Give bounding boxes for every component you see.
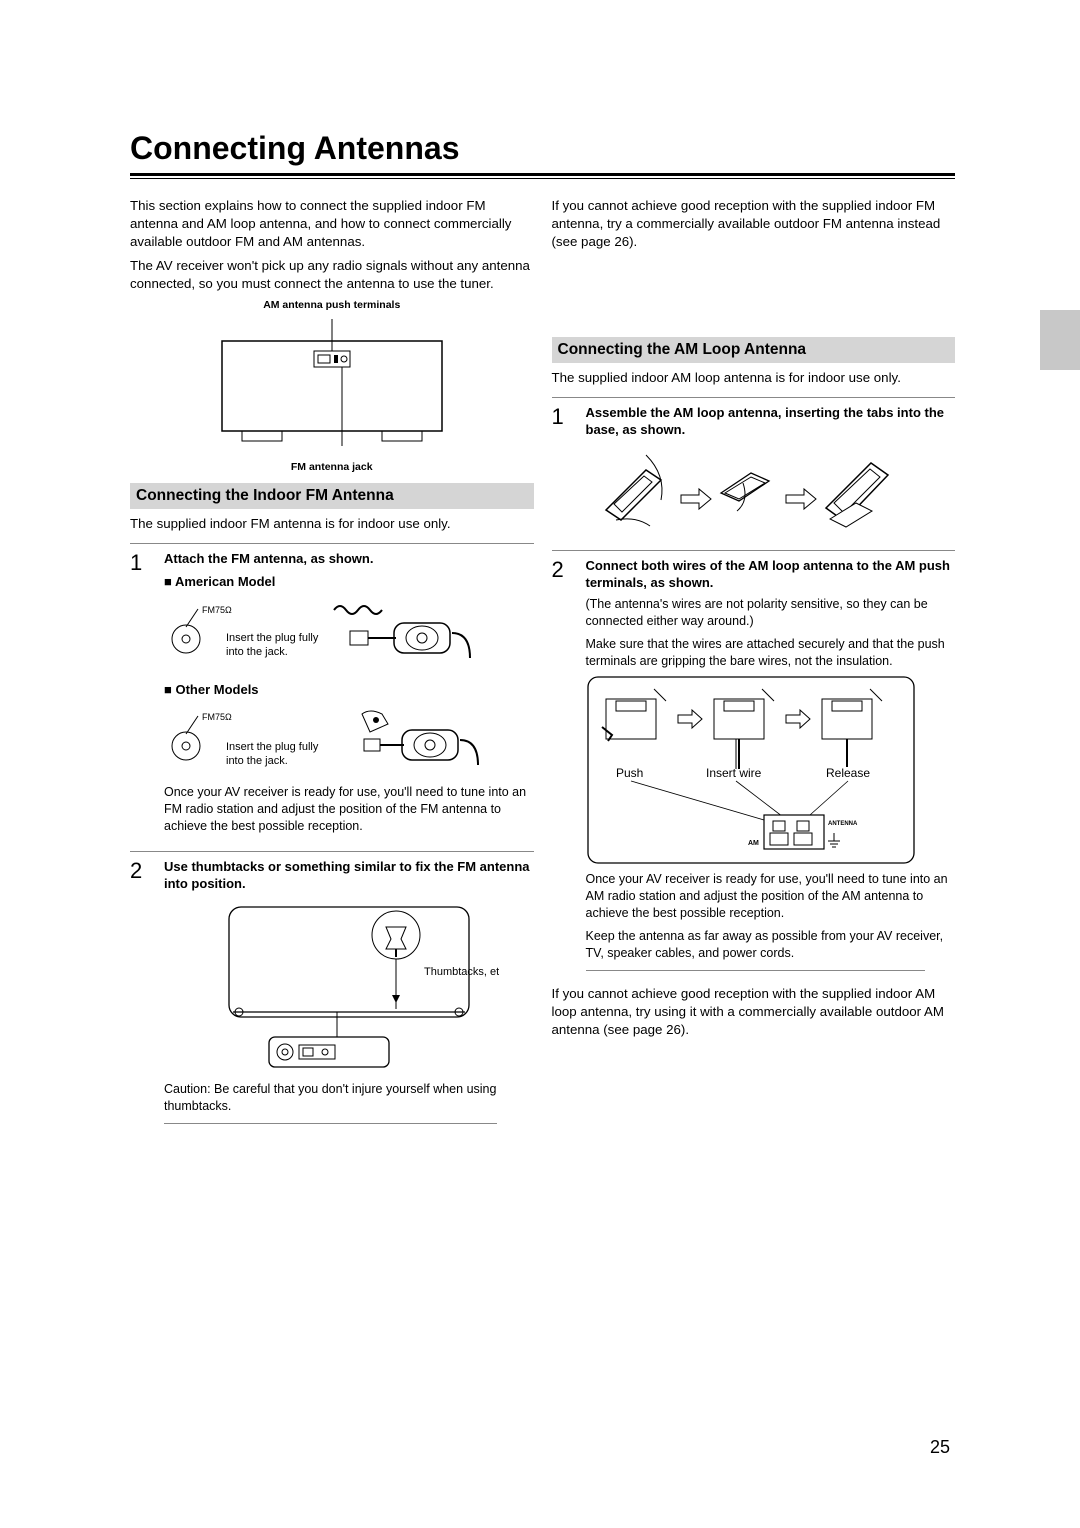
fm-sub-other-label: Other Models xyxy=(175,682,258,697)
fm-step-2: 2 Use thumbtacks or something similar to… xyxy=(130,851,534,1132)
columns: This section explains how to connect the… xyxy=(130,197,955,1132)
title-rule-thin xyxy=(130,178,955,179)
fm-step2-caution: Caution: Be careful that you don't injur… xyxy=(164,1081,534,1115)
spacer xyxy=(552,257,956,327)
am-end-rule xyxy=(586,970,926,971)
fm75-label-2: FM75Ω xyxy=(202,712,232,722)
svg-text:Thumbtacks, etc.: Thumbtacks, etc. xyxy=(424,966,499,978)
fm-heading: Connecting the Indoor FM Antenna xyxy=(130,483,534,509)
svg-text:into the jack.: into the jack. xyxy=(226,646,288,658)
fm-sub-other: ■ Other Models xyxy=(164,681,534,699)
page-title: Connecting Antennas xyxy=(130,130,955,167)
fm-american-svg: FM75Ω Insert the plug fully into the jac… xyxy=(164,595,484,675)
fm-step1-body: Attach the FM antenna, as shown. ■ Ameri… xyxy=(164,550,534,841)
am-step2-note1: (The antenna's wires are not polarity se… xyxy=(586,596,956,630)
svg-text:ANTENNA: ANTENNA xyxy=(828,821,858,827)
intro-p1: This section explains how to connect the… xyxy=(130,197,534,251)
fm-end-rule xyxy=(164,1123,497,1124)
am-step-2: 2 Connect both wires of the AM loop ante… xyxy=(552,550,956,979)
am-step2-num: 2 xyxy=(552,557,574,979)
label-push: Push xyxy=(616,766,643,780)
am-step2-note2: Make sure that the wires are attached se… xyxy=(586,636,956,670)
fm75-label-1: FM75Ω xyxy=(202,605,232,615)
fm-step2-num: 2 xyxy=(130,858,152,1132)
receiver-back-svg xyxy=(202,311,462,461)
fm-other-svg: FM75Ω Insert the plug fully into the jac… xyxy=(164,702,484,784)
fm-sub-american-label: American Model xyxy=(175,574,275,589)
am-intro: The supplied indoor AM loop antenna is f… xyxy=(552,369,956,387)
fm-sub-american: ■ American Model xyxy=(164,573,534,591)
intro-p2: The AV receiver won't pick up any radio … xyxy=(130,257,534,293)
am-assemble-svg xyxy=(586,445,906,540)
label-release: Release xyxy=(826,766,870,780)
fm-thumbtack-svg: Thumbtacks, etc. xyxy=(199,897,499,1077)
am-step2-body: Connect both wires of the AM loop antenn… xyxy=(586,557,956,979)
am-step2-title: Connect both wires of the AM loop antenn… xyxy=(586,558,950,591)
label-fm-jack: FM antenna jack xyxy=(202,461,462,473)
am-step1-body: Assemble the AM loop antenna, inserting … xyxy=(586,404,956,540)
fm-step-1: 1 Attach the FM antenna, as shown. ■ Ame… xyxy=(130,543,534,841)
figure-receiver-back: AM antenna push terminals xyxy=(202,299,462,473)
fm-step1-after: Once your AV receiver is ready for use, … xyxy=(164,784,534,835)
page-number: 25 xyxy=(930,1437,950,1458)
fm-step1-num: 1 xyxy=(130,550,152,841)
am-step1-title: Assemble the AM loop antenna, inserting … xyxy=(586,405,945,438)
left-column: This section explains how to connect the… xyxy=(130,197,534,1132)
svg-text:AM: AM xyxy=(748,840,759,847)
page-body: Connecting Antennas This section explain… xyxy=(0,0,1080,1192)
svg-text:into the jack.: into the jack. xyxy=(226,755,288,767)
label-insert: Insert wire xyxy=(706,766,762,780)
am-step-1: 1 Assemble the AM loop antenna, insertin… xyxy=(552,397,956,540)
am-outro: If you cannot achieve good reception wit… xyxy=(552,985,956,1039)
fm-step2-body: Use thumbtacks or something similar to f… xyxy=(164,858,534,1132)
am-terminals-svg: Push Insert wire Release xyxy=(586,675,916,865)
svg-text:Insert the plug fully: Insert the plug fully xyxy=(226,741,319,753)
fm-intro: The supplied indoor FM antenna is for in… xyxy=(130,515,534,533)
am-step2-after1: Once your AV receiver is ready for use, … xyxy=(586,871,956,922)
am-step1-num: 1 xyxy=(552,404,574,540)
intro-p3: If you cannot achieve good reception wit… xyxy=(552,197,956,251)
am-step2-after2: Keep the antenna as far away as possible… xyxy=(586,928,956,962)
title-rule-thick xyxy=(130,173,955,176)
am-heading: Connecting the AM Loop Antenna xyxy=(552,337,956,363)
right-column: If you cannot achieve good reception wit… xyxy=(552,197,956,1132)
svg-text:Insert the plug fully: Insert the plug fully xyxy=(226,632,319,644)
fm-step2-title: Use thumbtacks or something similar to f… xyxy=(164,859,530,892)
fm-step1-title: Attach the FM antenna, as shown. xyxy=(164,551,373,566)
label-am-terminals: AM antenna push terminals xyxy=(202,299,462,311)
